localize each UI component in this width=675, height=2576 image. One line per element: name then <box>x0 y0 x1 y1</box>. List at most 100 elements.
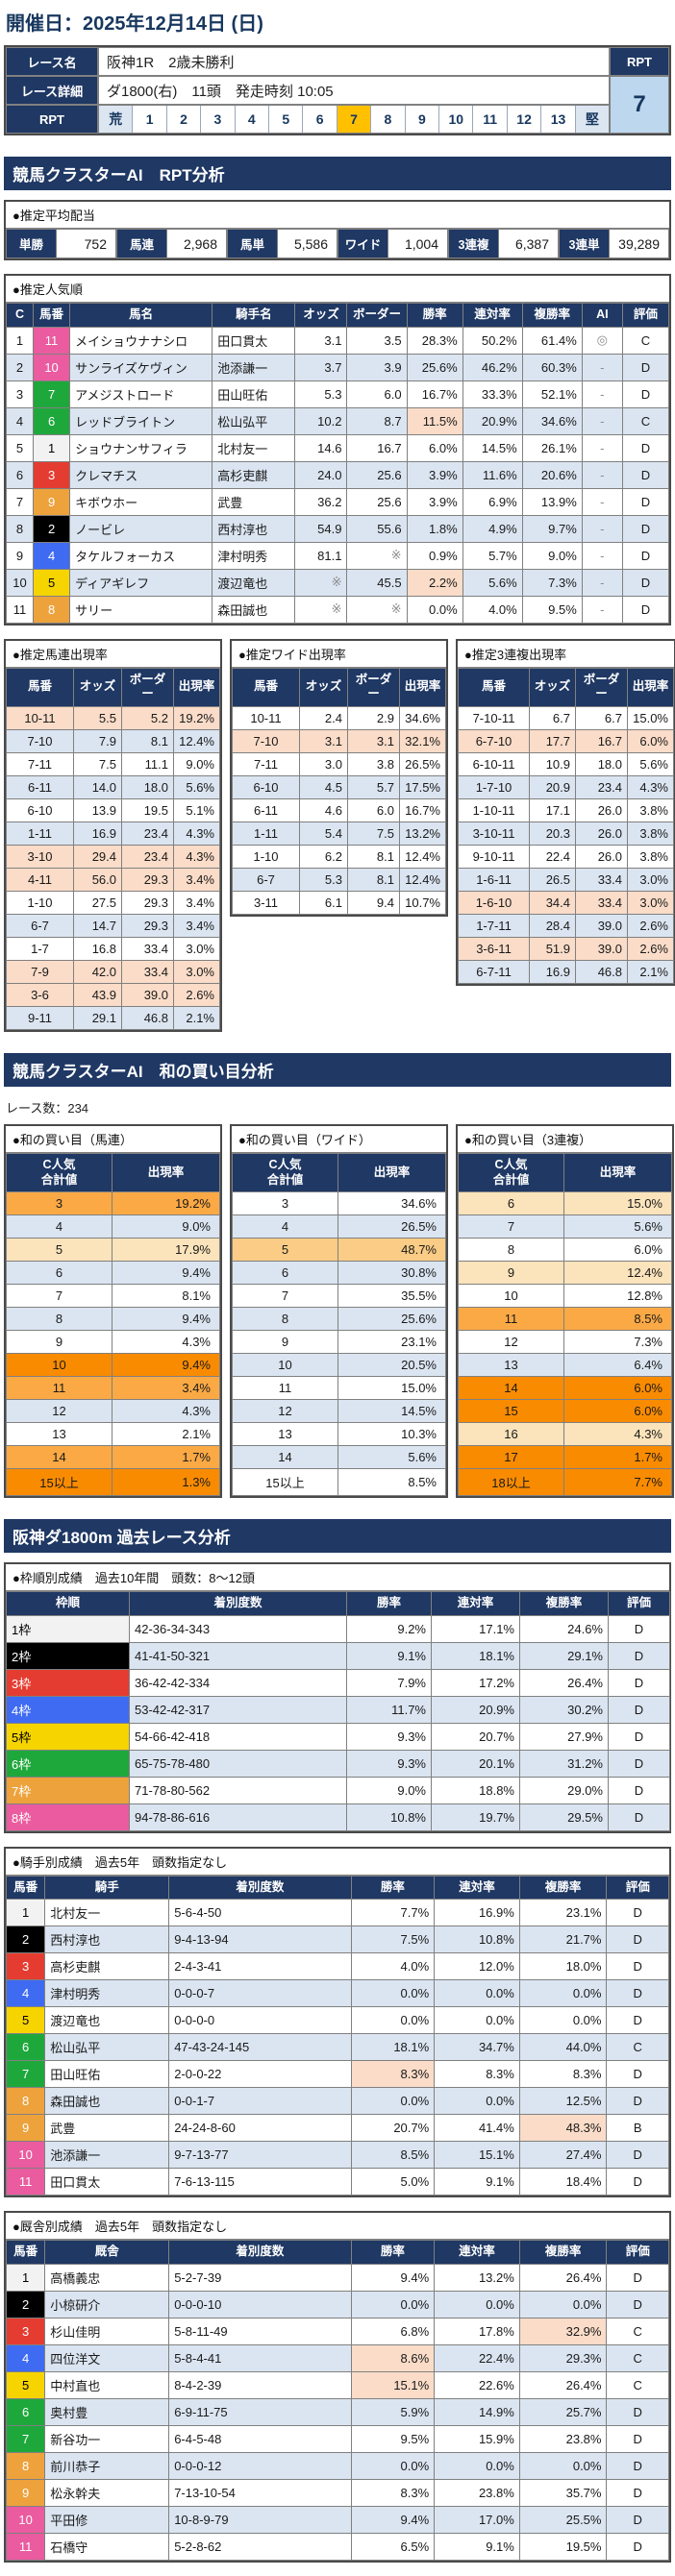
table-cell: 1-11 <box>6 821 74 846</box>
table-cell: 9.4% <box>350 2506 436 2534</box>
table-cell: 6.8% <box>350 2318 436 2345</box>
table-row: 1-6-10 34.4 33.4 3.0% <box>458 890 674 915</box>
table-cell: 2.6% <box>627 913 674 938</box>
table-cell: ※ <box>294 568 348 597</box>
section-title-past-races: 阪神ダ1800m 過去レース分析 <box>4 1519 671 1554</box>
table-cell: 13.2% <box>434 2264 520 2292</box>
table-cell: 4.5 <box>299 774 348 799</box>
table-cell: 7 <box>5 2060 46 2089</box>
table-cell: 9 <box>5 2114 46 2143</box>
payout-label: ワイド <box>338 229 388 258</box>
table-cell: 0.0% <box>434 2452 520 2480</box>
table-cell: 4 <box>5 1979 46 2008</box>
table-cell: 7-10 <box>232 728 300 753</box>
table-cell: 12.4% <box>399 867 446 892</box>
wa-tables: ●和の買い目（馬連） C人気 合計値 出現率 3 19.2% 4 9.0% 5 17.9% 6… <box>4 1123 674 1499</box>
rpt-scale-cell[interactable]: 8 <box>371 106 406 133</box>
table-cell: 12 <box>6 1399 112 1424</box>
table-cell: 9.1% <box>346 1641 432 1670</box>
rpt-scale-cell[interactable]: 2 <box>166 106 202 133</box>
table-cell: 5.2 <box>121 705 174 730</box>
rpt-scale-cell[interactable]: 1 <box>133 106 167 133</box>
table-row: 3 19.2% <box>6 1191 220 1216</box>
table-cell: ショウナンサフィラ <box>69 433 213 462</box>
table-header-row: 馬番 オッズ ボーダー 出現率 <box>232 667 446 707</box>
rpt-scale-cell[interactable]: 6 <box>303 106 338 133</box>
table-row: 1-7-11 28.4 39.0 2.6% <box>458 913 674 938</box>
rpt-scale-cell[interactable]: 13 <box>541 106 576 133</box>
table-row: 1-7 16.8 33.4 3.0% <box>6 936 220 961</box>
table-cell: 23.1% <box>338 1330 446 1355</box>
table-cell: D <box>606 2291 669 2318</box>
table-cell: 0.0% <box>518 1979 608 2008</box>
rpt-scale-cell[interactable]: 5 <box>269 106 304 133</box>
table-cell: 10 <box>5 2506 46 2534</box>
table-row: 4 9.0% <box>6 1214 220 1239</box>
table-cell: 14.5% <box>338 1399 446 1424</box>
table-cell: 94-78-86-616 <box>129 1803 347 1831</box>
table-cell: 46.8 <box>121 1005 174 1030</box>
table-cell: 0-0-0-12 <box>168 2452 352 2480</box>
table-cell: 19.2% <box>112 1191 220 1216</box>
column-header: 着別度数 <box>168 2240 352 2265</box>
table-cell: 12.5% <box>518 2087 608 2116</box>
table-cell: ※ <box>346 595 408 624</box>
table-cell: 田口貫太 <box>44 2168 170 2196</box>
table-cell: 46.8 <box>575 959 628 984</box>
frame-results-table: 枠順 着別度数 勝率 連対率 複勝率 評価 1枠 42-36-34-343 9.2% 17.1%… <box>6 1591 670 1831</box>
table-row: 13 10.3% <box>232 1422 446 1447</box>
table-row: 3-6-11 51.9 39.0 2.6% <box>458 936 674 961</box>
table-cell: 26.0 <box>575 797 628 822</box>
table-row: 6 9.4% <box>6 1261 220 1286</box>
table-cell: 8 <box>232 1307 338 1332</box>
table-cell: 6-9-11-75 <box>168 2398 352 2426</box>
table-cell: 5 <box>5 2006 46 2035</box>
table-cell: 9.4% <box>112 1353 220 1378</box>
rpt-scale-cell[interactable]: 荒 <box>99 106 134 133</box>
table-cell: 0.0% <box>434 2087 520 2116</box>
table-cell: 50.2% <box>462 326 523 355</box>
table-row: 5枠 54-66-42-418 9.3% 20.7% 27.9% D <box>6 1722 670 1751</box>
section-title-wa-analysis: 競馬クラスターAI 和の買い目分析 <box>4 1052 671 1087</box>
table-cell: 16.7% <box>406 380 463 408</box>
table-cell: C <box>606 2371 669 2399</box>
table-row: 3 34.6% <box>232 1191 446 1216</box>
rpt-scale-cell[interactable]: 10 <box>439 106 474 133</box>
table-cell: 田山旺佑 <box>212 380 296 408</box>
popularity-box: ●推定人気順 C 馬番 馬名 騎手名 オッズ ボーダー 勝率 連対率 複勝率 AI 評価 1 11 メイ… <box>4 274 671 626</box>
rpt-scale-cell[interactable]: 4 <box>235 106 270 133</box>
table-cell: 3-10-11 <box>458 821 530 846</box>
rpt-scale-cell[interactable]: 3 <box>201 106 236 133</box>
table-cell: 5-2-7-39 <box>168 2264 352 2292</box>
table-cell: 8.1% <box>112 1284 220 1309</box>
table-cell: 13 <box>232 1422 338 1447</box>
rpt-scale-cell[interactable]: 堅 <box>575 106 610 133</box>
table-cell: D <box>606 2264 669 2292</box>
column-header: 馬番 <box>458 667 530 707</box>
table-row: 7 9 キボウホー 武豊 36.2 25.6 3.9% 6.9% 13.9% - D <box>5 487 670 516</box>
table-cell: 28.4 <box>529 913 576 938</box>
table-cell: 12 <box>232 1399 338 1424</box>
rpt-scale-cell[interactable]: 9 <box>405 106 440 133</box>
table-cell: D <box>606 2452 669 2480</box>
table-cell: 中村直也 <box>44 2371 170 2399</box>
table-cell: 3.7 <box>294 353 348 381</box>
rpt-scale-cell-selected[interactable]: 7 <box>337 106 372 133</box>
table-cell: ※ <box>346 541 408 570</box>
table-row: 9 4 タケルフォーカス 津村明秀 81.1 ※ 0.9% 5.7% 9.0% - D <box>5 541 670 570</box>
table-cell: 9.1% <box>434 2168 520 2196</box>
table-cell: 0.0% <box>434 2006 520 2035</box>
table-cell: 10 <box>5 568 35 597</box>
table-cell: 16.8 <box>73 936 122 961</box>
rpt-scale-cell[interactable]: 11 <box>473 106 508 133</box>
table-cell: 9.0% <box>346 1776 432 1804</box>
rpt-scale-cell[interactable]: 12 <box>507 106 542 133</box>
table-cell: - <box>581 380 623 408</box>
table-cell: 16.9 <box>73 821 122 846</box>
table-header-row: 馬番 騎手 着別度数 勝率 連対率 複勝率 評価 <box>5 1875 669 1901</box>
wa-umaren-title: ●和の買い目（馬連） <box>6 1126 220 1153</box>
column-header: オッズ <box>73 667 122 707</box>
table-cell: 35.7% <box>518 2479 608 2507</box>
table-cell: 54.9 <box>294 514 348 543</box>
table-cell: 34.4 <box>529 890 576 915</box>
